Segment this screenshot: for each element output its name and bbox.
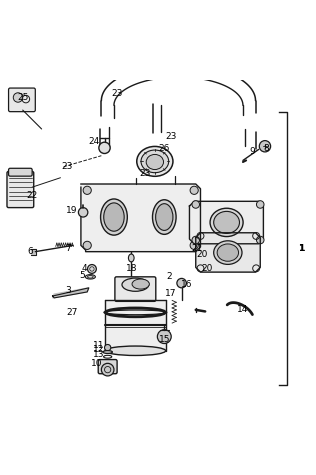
Text: 23: 23 [140, 169, 151, 178]
Text: 7: 7 [65, 244, 71, 253]
Text: 19: 19 [66, 206, 77, 215]
Circle shape [83, 186, 91, 194]
Text: 14: 14 [237, 305, 249, 314]
FancyBboxPatch shape [7, 171, 34, 208]
Ellipse shape [132, 279, 149, 289]
Circle shape [83, 241, 91, 249]
Ellipse shape [100, 199, 127, 235]
Ellipse shape [85, 275, 95, 279]
Text: 23: 23 [165, 132, 176, 141]
Text: 18: 18 [125, 264, 137, 273]
Text: 23: 23 [61, 162, 72, 171]
Ellipse shape [105, 346, 166, 355]
FancyBboxPatch shape [9, 168, 32, 176]
Circle shape [157, 330, 171, 343]
Ellipse shape [104, 203, 124, 231]
Text: 25: 25 [18, 93, 29, 102]
Text: 8: 8 [264, 144, 270, 153]
Polygon shape [31, 248, 36, 255]
Ellipse shape [128, 254, 134, 262]
Text: 12: 12 [93, 345, 104, 354]
Circle shape [190, 241, 198, 249]
Text: 5: 5 [79, 271, 85, 280]
Text: 10: 10 [91, 359, 102, 368]
Text: 3: 3 [65, 286, 71, 295]
Text: 4: 4 [81, 265, 87, 274]
Polygon shape [81, 184, 200, 252]
Text: 1: 1 [298, 244, 304, 253]
Ellipse shape [122, 278, 149, 291]
Ellipse shape [214, 211, 240, 233]
Text: 1: 1 [298, 244, 304, 253]
Circle shape [190, 186, 198, 194]
Text: 13: 13 [93, 350, 104, 359]
Polygon shape [52, 288, 89, 298]
Text: 11: 11 [93, 341, 104, 350]
Text: 20: 20 [196, 250, 208, 259]
Text: 16: 16 [180, 280, 192, 288]
Circle shape [177, 278, 186, 288]
Ellipse shape [146, 154, 163, 170]
Polygon shape [190, 201, 264, 244]
Circle shape [88, 265, 96, 274]
Circle shape [192, 236, 199, 244]
Text: 24: 24 [89, 137, 100, 146]
Text: 22: 22 [26, 191, 37, 200]
Circle shape [78, 208, 88, 217]
Circle shape [259, 141, 270, 152]
Text: 21: 21 [191, 244, 203, 253]
FancyBboxPatch shape [115, 277, 156, 301]
Text: 2: 2 [166, 272, 172, 281]
Ellipse shape [210, 208, 243, 237]
Circle shape [99, 142, 110, 153]
Ellipse shape [156, 204, 173, 230]
Text: 9: 9 [250, 147, 255, 156]
FancyBboxPatch shape [98, 360, 117, 374]
FancyBboxPatch shape [9, 88, 35, 112]
Circle shape [192, 201, 199, 208]
Circle shape [257, 201, 264, 208]
Ellipse shape [214, 241, 242, 265]
Text: 6: 6 [28, 247, 33, 256]
Ellipse shape [217, 244, 239, 261]
Ellipse shape [103, 351, 112, 353]
Circle shape [101, 363, 114, 376]
Text: 27: 27 [67, 308, 78, 317]
Ellipse shape [137, 146, 173, 176]
Text: 26: 26 [158, 144, 169, 153]
Text: 20: 20 [201, 264, 212, 273]
Text: 15: 15 [159, 335, 170, 344]
Circle shape [257, 236, 264, 244]
Text: 17: 17 [165, 289, 176, 298]
Polygon shape [196, 233, 260, 272]
Text: 23: 23 [112, 89, 123, 98]
Polygon shape [105, 300, 166, 351]
Ellipse shape [153, 200, 176, 234]
Circle shape [105, 344, 111, 351]
Ellipse shape [141, 150, 169, 173]
Circle shape [13, 93, 23, 102]
